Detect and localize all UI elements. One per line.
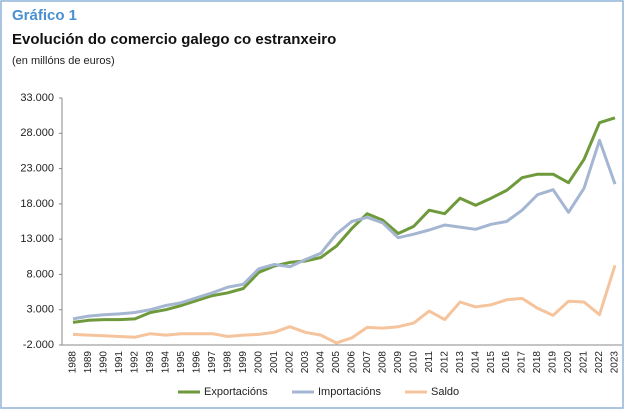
- legend-label: Saldo: [431, 386, 459, 398]
- x-tick-label: 2022: [594, 351, 605, 374]
- x-tick-label: 2000: [253, 351, 264, 374]
- x-tick-label: 2009: [393, 351, 404, 374]
- legend-label: Exportacións: [204, 386, 268, 398]
- y-tick-label: 8.000: [26, 268, 54, 280]
- x-tick-label: 2014: [470, 351, 481, 374]
- x-tick-label: 2006: [346, 351, 357, 374]
- y-tick-label: 18.000: [20, 198, 54, 210]
- x-tick-label: 2013: [455, 351, 466, 374]
- series-line: [72, 264, 617, 345]
- series-line: [72, 138, 617, 321]
- y-tick-label: 28.000: [20, 127, 54, 139]
- x-tick-label: 1989: [83, 351, 94, 374]
- x-tick-label: 1992: [130, 351, 141, 374]
- x-tick-label: 2020: [563, 351, 574, 374]
- x-tick-label: 2016: [501, 351, 512, 374]
- x-tick-label: 2019: [548, 351, 559, 374]
- x-tick-label: 2018: [532, 351, 543, 374]
- y-tick-label: 3.000: [26, 304, 54, 316]
- chart-title: Evolución do comercio galego co estranxe…: [12, 31, 336, 48]
- figure-label: Gráfico 1: [12, 7, 77, 24]
- chart-subtitle: (en millóns de euros): [12, 55, 115, 67]
- y-tick-label: -2.000: [23, 339, 54, 351]
- x-tick-label: 1988: [68, 351, 79, 374]
- legend-label: Importacións: [318, 386, 381, 398]
- y-tick-label: 23.000: [20, 162, 54, 174]
- x-tick-label: 2010: [408, 351, 419, 374]
- x-tick-label: 1995: [176, 351, 187, 374]
- x-tick-label: 2023: [610, 351, 621, 374]
- x-tick-label: 1991: [114, 351, 125, 374]
- x-tick-label: 1994: [161, 351, 172, 374]
- series-line: [72, 116, 616, 324]
- x-tick-label: 2002: [284, 351, 295, 374]
- y-tick-label: 13.000: [20, 233, 54, 245]
- x-tick-label: 2004: [315, 351, 326, 374]
- x-tick-label: 2015: [486, 351, 497, 374]
- x-tick-label: 1993: [145, 351, 156, 374]
- x-tick-label: 1998: [222, 351, 233, 374]
- y-tick-label: 33.000: [20, 92, 54, 104]
- x-tick-label: 2007: [362, 351, 373, 374]
- x-tick-label: 2012: [439, 351, 450, 374]
- x-tick-label: 2021: [579, 351, 590, 374]
- x-tick-label: 2001: [269, 351, 280, 374]
- x-tick-label: 2017: [517, 351, 528, 374]
- x-tick-label: 1996: [192, 351, 203, 374]
- x-tick-label: 2005: [331, 351, 342, 374]
- x-tick-label: 1997: [207, 351, 218, 374]
- x-tick-label: 1999: [238, 351, 249, 374]
- x-tick-label: 1990: [99, 351, 110, 374]
- x-tick-label: 2003: [300, 351, 311, 374]
- x-tick-label: 2008: [377, 351, 388, 374]
- x-tick-label: 2011: [424, 351, 435, 373]
